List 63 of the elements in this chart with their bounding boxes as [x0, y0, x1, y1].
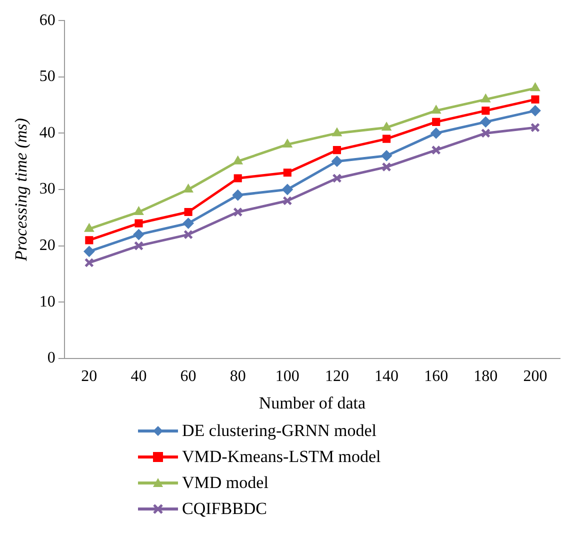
point	[184, 208, 192, 216]
point	[283, 168, 292, 177]
legend-label: VMD model	[182, 472, 268, 494]
point	[480, 94, 490, 102]
y-tick-label: 50	[39, 68, 56, 86]
legend-label: DE clustering-GRNN model	[182, 420, 377, 442]
x-tick-label: 100	[275, 368, 300, 386]
point	[480, 128, 490, 138]
point	[84, 258, 94, 268]
point	[332, 128, 342, 136]
y-axis-title: Processing time (ms)	[12, 118, 31, 262]
x-tick-label: 120	[324, 368, 349, 386]
point	[184, 230, 194, 240]
x-tick-label: 180	[474, 368, 498, 386]
point	[182, 218, 194, 229]
point	[382, 122, 392, 131]
y-tick-label: 60	[39, 12, 56, 29]
point	[85, 236, 94, 244]
x-tick-label: 80	[230, 368, 246, 386]
point	[134, 206, 144, 216]
point	[530, 105, 541, 116]
point	[84, 246, 95, 257]
point	[84, 223, 94, 232]
x-tick-label: 200	[523, 368, 548, 386]
point	[531, 95, 540, 104]
point	[430, 128, 442, 139]
y-tick-label: 40	[39, 124, 56, 142]
point	[134, 219, 143, 228]
x-tick-label: 160	[424, 368, 448, 386]
legend-label: CQIFBBDC	[182, 498, 268, 520]
point	[183, 184, 194, 192]
point	[233, 156, 243, 164]
x-axis-title: Number of data	[258, 393, 366, 412]
point	[133, 229, 144, 240]
x-tick-label: 40	[130, 368, 147, 386]
x-tick-label: 140	[374, 368, 399, 386]
x-tick-label: 20	[81, 368, 98, 386]
point	[332, 146, 342, 154]
point	[331, 156, 342, 167]
point	[382, 162, 392, 172]
point	[233, 207, 243, 217]
y-tick-label: 0	[47, 350, 56, 367]
point	[381, 150, 392, 162]
point	[482, 106, 490, 115]
legend-label: VMD-Kmeans-LSTM model	[182, 446, 381, 468]
point	[431, 105, 441, 114]
point	[134, 241, 144, 251]
point	[234, 174, 242, 182]
point	[480, 116, 492, 128]
y-tick-label: 20	[39, 237, 56, 254]
point	[232, 190, 244, 201]
point	[282, 196, 292, 206]
point	[431, 145, 441, 155]
point	[282, 184, 293, 195]
point	[530, 122, 540, 132]
point	[432, 118, 440, 126]
point	[282, 138, 292, 148]
x-tick-label: 60	[180, 368, 196, 386]
point	[332, 173, 342, 184]
y-tick-label: 30	[39, 180, 56, 198]
point	[382, 134, 391, 143]
y-tick-label: 10	[39, 293, 56, 310]
point	[530, 82, 540, 92]
